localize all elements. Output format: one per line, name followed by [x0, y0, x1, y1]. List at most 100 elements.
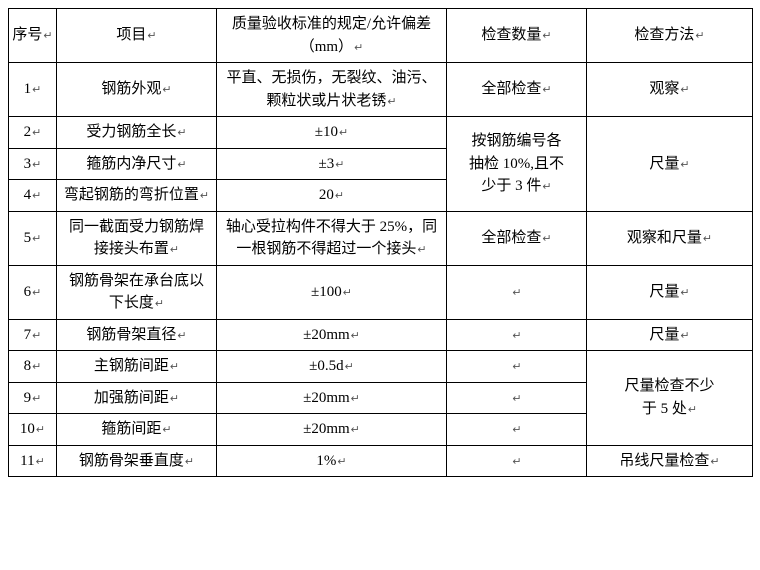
- marker-icon: ↵: [343, 287, 352, 299]
- std-text: 1%: [316, 453, 336, 469]
- cell-qty: ↵: [447, 265, 587, 319]
- meth-text-l2: 于 5 处: [642, 401, 687, 417]
- marker-icon: ↵: [185, 456, 194, 468]
- marker-icon: ↵: [170, 361, 179, 373]
- cell-item: 箍筋间距↵: [57, 414, 217, 446]
- cell-qty: ↵: [447, 414, 587, 446]
- cell-seq: 10↵: [9, 414, 57, 446]
- table-row: 5↵ 同一截面受力钢筋焊 接接头布置↵ 轴心受拉构件不得大于 25%，同 一根钢…: [9, 211, 753, 265]
- marker-icon: ↵: [345, 361, 354, 373]
- std-text: 20: [319, 187, 334, 203]
- item-text: 加强筋间距: [94, 390, 169, 406]
- qty-text-l2: 抽检 10%,且不: [469, 156, 564, 172]
- std-text: ±0.5d: [309, 358, 343, 374]
- meth-text: 尺量: [649, 156, 679, 172]
- item-text-l2: 下长度: [109, 295, 154, 311]
- item-text: 钢筋骨架垂直度: [79, 453, 184, 469]
- marker-icon: ↵: [680, 159, 689, 171]
- cell-std: ±20mm↵: [217, 319, 447, 351]
- marker-icon: ↵: [162, 424, 171, 436]
- marker-icon: ↵: [32, 393, 41, 405]
- std-text: ±10: [315, 124, 338, 140]
- cell-item: 弯起钢筋的弯折位置↵: [57, 180, 217, 212]
- header-qty: 检查数量↵: [447, 9, 587, 63]
- header-qty-text: 检查数量: [481, 27, 541, 43]
- std-text: ±20mm: [303, 390, 350, 406]
- marker-icon: ↵: [335, 159, 344, 171]
- marker-icon: ↵: [147, 30, 156, 42]
- cell-item: 同一截面受力钢筋焊 接接头布置↵: [57, 211, 217, 265]
- marker-icon: ↵: [542, 84, 551, 96]
- cell-seq: 5↵: [9, 211, 57, 265]
- marker-icon: ↵: [680, 287, 689, 299]
- cell-std: 1%↵: [217, 445, 447, 477]
- marker-icon: ↵: [542, 233, 551, 245]
- marker-icon: ↵: [177, 159, 186, 171]
- cell-std: 20↵: [217, 180, 447, 212]
- table-header-row: 序号↵ 项目↵ 质量验收标准的规定/允许偏差 （mm）↵ 检查数量↵ 检查方法↵: [9, 9, 753, 63]
- marker-icon: ↵: [36, 424, 45, 436]
- seq-text: 4: [24, 187, 32, 203]
- item-text-l2: 接接头布置: [94, 241, 169, 257]
- meth-text: 吊线尺量检查: [619, 453, 709, 469]
- cell-qty: ↵: [447, 351, 587, 383]
- marker-icon: ↵: [162, 84, 171, 96]
- cell-meth: 尺量↵: [587, 265, 753, 319]
- header-item: 项目↵: [57, 9, 217, 63]
- std-text: ±100: [311, 284, 342, 300]
- cell-seq: 2↵: [9, 117, 57, 149]
- header-std-l1: 质量验收标准的规定/允许偏差: [232, 16, 431, 32]
- header-meth-text: 检查方法: [634, 27, 694, 43]
- seq-text: 11: [20, 453, 34, 469]
- item-text: 箍筋间距: [101, 421, 161, 437]
- marker-icon: ↵: [351, 424, 360, 436]
- cell-item: 箍筋内净尺寸↵: [57, 148, 217, 180]
- std-text: ±20mm: [303, 327, 350, 343]
- item-text-l1: 同一截面受力钢筋焊: [69, 219, 204, 235]
- item-text: 箍筋内净尺寸: [86, 156, 176, 172]
- cell-item: 钢筋骨架在承台底以 下长度↵: [57, 265, 217, 319]
- marker-icon: ↵: [337, 456, 346, 468]
- cell-std: ±20mm↵: [217, 382, 447, 414]
- qty-text: 全部检查: [481, 230, 541, 246]
- cell-meth: 吊线尺量检查↵: [587, 445, 753, 477]
- cell-item: 受力钢筋全长↵: [57, 117, 217, 149]
- cell-seq: 1↵: [9, 63, 57, 117]
- cell-std: 轴心受拉构件不得大于 25%，同 一根钢筋不得超过一个接头↵: [217, 211, 447, 265]
- marker-icon: ↵: [351, 330, 360, 342]
- cell-std: ±20mm↵: [217, 414, 447, 446]
- marker-icon: ↵: [32, 361, 41, 373]
- marker-icon: ↵: [335, 190, 344, 202]
- item-text: 钢筋骨架直径: [86, 327, 176, 343]
- meth-text: 观察和尺量: [627, 230, 702, 246]
- marker-icon: ↵: [417, 244, 426, 256]
- std-text-l1: 平直、无损伤，无裂纹、油污、: [226, 70, 436, 86]
- item-text: 钢筋外观: [101, 81, 161, 97]
- cell-meth: 观察↵: [587, 63, 753, 117]
- seq-text: 8: [24, 358, 32, 374]
- meth-text: 尺量: [649, 284, 679, 300]
- marker-icon: ↵: [710, 456, 719, 468]
- header-meth: 检查方法↵: [587, 9, 753, 63]
- table-row: 6↵ 钢筋骨架在承台底以 下长度↵ ±100↵ ↵ 尺量↵: [9, 265, 753, 319]
- table-row: 1↵ 钢筋外观↵ 平直、无损伤，无裂纹、油污、 颗粒状或片状老锈↵ 全部检查↵ …: [9, 63, 753, 117]
- seq-text: 6: [24, 284, 32, 300]
- std-text-l1: 轴心受拉构件不得大于 25%，同: [226, 219, 437, 235]
- cell-std: ±0.5d↵: [217, 351, 447, 383]
- cell-seq: 9↵: [9, 382, 57, 414]
- marker-icon: ↵: [177, 127, 186, 139]
- qty-text-l3: 少于 3 件: [481, 178, 541, 194]
- marker-icon: ↵: [512, 287, 521, 299]
- qty-text: 全部检查: [481, 81, 541, 97]
- seq-text: 2: [24, 124, 32, 140]
- item-text-l1: 钢筋骨架在承台底以: [69, 273, 204, 289]
- table-row: 8↵ 主钢筋间距↵ ±0.5d↵ ↵ 尺量检查不少 于 5 处↵: [9, 351, 753, 383]
- cell-qty-merged: 按钢筋编号各 抽检 10%,且不 少于 3 件↵: [447, 117, 587, 212]
- cell-item: 主钢筋间距↵: [57, 351, 217, 383]
- marker-icon: ↵: [32, 159, 41, 171]
- marker-icon: ↵: [339, 127, 348, 139]
- meth-text: 观察: [649, 81, 679, 97]
- marker-icon: ↵: [200, 190, 209, 202]
- seq-text: 7: [24, 327, 32, 343]
- marker-icon: ↵: [170, 244, 179, 256]
